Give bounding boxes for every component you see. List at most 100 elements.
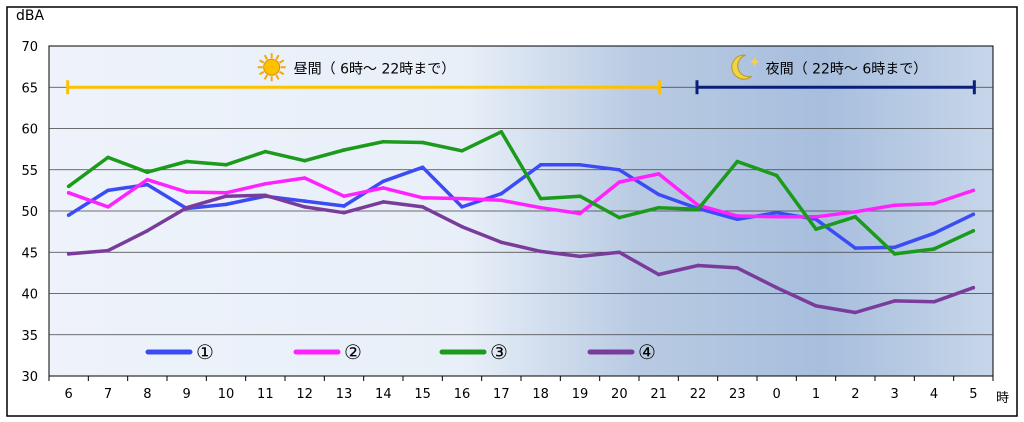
data-point bbox=[145, 182, 150, 187]
data-point bbox=[263, 193, 268, 198]
sun-ray bbox=[263, 74, 269, 80]
data-point bbox=[892, 252, 897, 256]
x-tick-label: 10 bbox=[218, 387, 235, 402]
y-tick-label: 45 bbox=[21, 246, 38, 261]
x-tick-label: 13 bbox=[336, 387, 353, 402]
data-point bbox=[342, 148, 346, 152]
sun-ray bbox=[275, 54, 280, 60]
data-point bbox=[735, 214, 740, 218]
period-label: 昼間（ 6時～ 22時まで） bbox=[294, 61, 456, 77]
data-point bbox=[853, 214, 858, 219]
data-point bbox=[381, 186, 386, 190]
data-point bbox=[224, 191, 228, 195]
series-line-2 bbox=[66, 172, 976, 219]
data-point bbox=[735, 266, 740, 270]
data-point bbox=[617, 167, 622, 172]
data-point bbox=[184, 190, 189, 194]
data-point bbox=[106, 248, 110, 253]
data-point bbox=[420, 165, 425, 170]
series-layer bbox=[66, 130, 976, 315]
data-point bbox=[224, 194, 228, 198]
x-tick-label: 11 bbox=[257, 387, 274, 402]
data-point bbox=[853, 210, 858, 214]
y-tick-label: 50 bbox=[21, 205, 38, 220]
data-point bbox=[656, 205, 661, 210]
data-point bbox=[420, 140, 425, 145]
data-point bbox=[932, 201, 936, 206]
data-point bbox=[302, 176, 307, 180]
x-tick-label: 14 bbox=[375, 387, 392, 402]
sun-ray bbox=[278, 70, 285, 76]
data-point bbox=[184, 205, 189, 210]
data-point bbox=[381, 139, 386, 144]
data-point bbox=[735, 217, 740, 222]
data-point bbox=[460, 148, 464, 153]
data-point bbox=[224, 202, 228, 207]
x-tick-label: 7 bbox=[104, 387, 112, 402]
x-tick-label: 21 bbox=[650, 387, 667, 402]
legend: ① ② ③ ④ bbox=[145, 340, 656, 364]
data-point bbox=[224, 163, 228, 167]
series-line-1 bbox=[66, 163, 976, 250]
data-point bbox=[263, 149, 268, 154]
legend-label: ③ bbox=[490, 340, 508, 364]
data-point bbox=[971, 188, 976, 193]
sun-ray bbox=[278, 59, 285, 64]
legend-item-1: ① bbox=[145, 340, 214, 364]
data-point bbox=[342, 194, 346, 198]
data-point bbox=[66, 184, 71, 189]
data-point bbox=[617, 250, 622, 255]
moon-icon bbox=[731, 54, 760, 80]
data-point bbox=[302, 158, 307, 163]
data-point bbox=[892, 299, 897, 303]
x-axis: 6 7 8 9 10 11 12 13 14 15 16 17 18 19 20 21 22 23 0 1 2 3 4 5 bbox=[65, 387, 978, 402]
data-point bbox=[66, 191, 71, 195]
sun-disc bbox=[263, 58, 281, 76]
legend-label: ② bbox=[344, 340, 362, 364]
period-annotations: 昼間（ 6時～ 22時まで） 夜間（ 22時～ 6時まで） bbox=[66, 53, 976, 95]
x-tick-marks bbox=[48, 376, 994, 381]
data-point bbox=[696, 263, 700, 268]
data-point bbox=[656, 272, 661, 277]
data-point bbox=[735, 159, 740, 164]
data-point bbox=[106, 205, 110, 209]
x-tick-label: 17 bbox=[493, 387, 510, 402]
daytime-annotation: 昼間（ 6時～ 22時まで） bbox=[66, 53, 662, 95]
sun-ray bbox=[259, 70, 265, 76]
x-tick-label: 3 bbox=[891, 387, 899, 402]
data-point bbox=[499, 130, 504, 134]
y-tick-label: 30 bbox=[21, 370, 38, 385]
data-point bbox=[932, 231, 936, 236]
data-point bbox=[263, 181, 268, 186]
x-tick-label: 18 bbox=[532, 387, 549, 402]
data-point bbox=[381, 179, 386, 184]
data-point bbox=[656, 192, 661, 197]
data-point bbox=[460, 205, 464, 209]
sun-ray bbox=[263, 54, 269, 60]
data-point bbox=[66, 213, 71, 217]
data-point bbox=[814, 227, 818, 231]
x-tick-label: 22 bbox=[690, 387, 707, 402]
x-tick-label: 9 bbox=[183, 387, 191, 402]
data-point bbox=[971, 285, 976, 290]
x-tick-label: 5 bbox=[969, 387, 977, 402]
data-point bbox=[696, 207, 700, 212]
period-label: 夜間（ 22時～ 6時まで） bbox=[766, 61, 928, 77]
data-point bbox=[106, 188, 110, 193]
sun-icon bbox=[257, 53, 286, 82]
y-tick-label: 55 bbox=[21, 164, 38, 179]
x-tick-label: 8 bbox=[143, 387, 151, 402]
data-point bbox=[892, 245, 897, 250]
moon-crescent bbox=[731, 54, 752, 80]
legend-item-3: ③ bbox=[439, 340, 508, 364]
data-point bbox=[971, 229, 976, 233]
data-point bbox=[853, 310, 858, 315]
x-tick-label: 1 bbox=[812, 387, 820, 402]
data-point bbox=[420, 205, 425, 209]
data-point bbox=[538, 163, 543, 167]
data-point bbox=[145, 177, 150, 182]
star-mark bbox=[750, 57, 760, 67]
data-point bbox=[656, 172, 661, 176]
